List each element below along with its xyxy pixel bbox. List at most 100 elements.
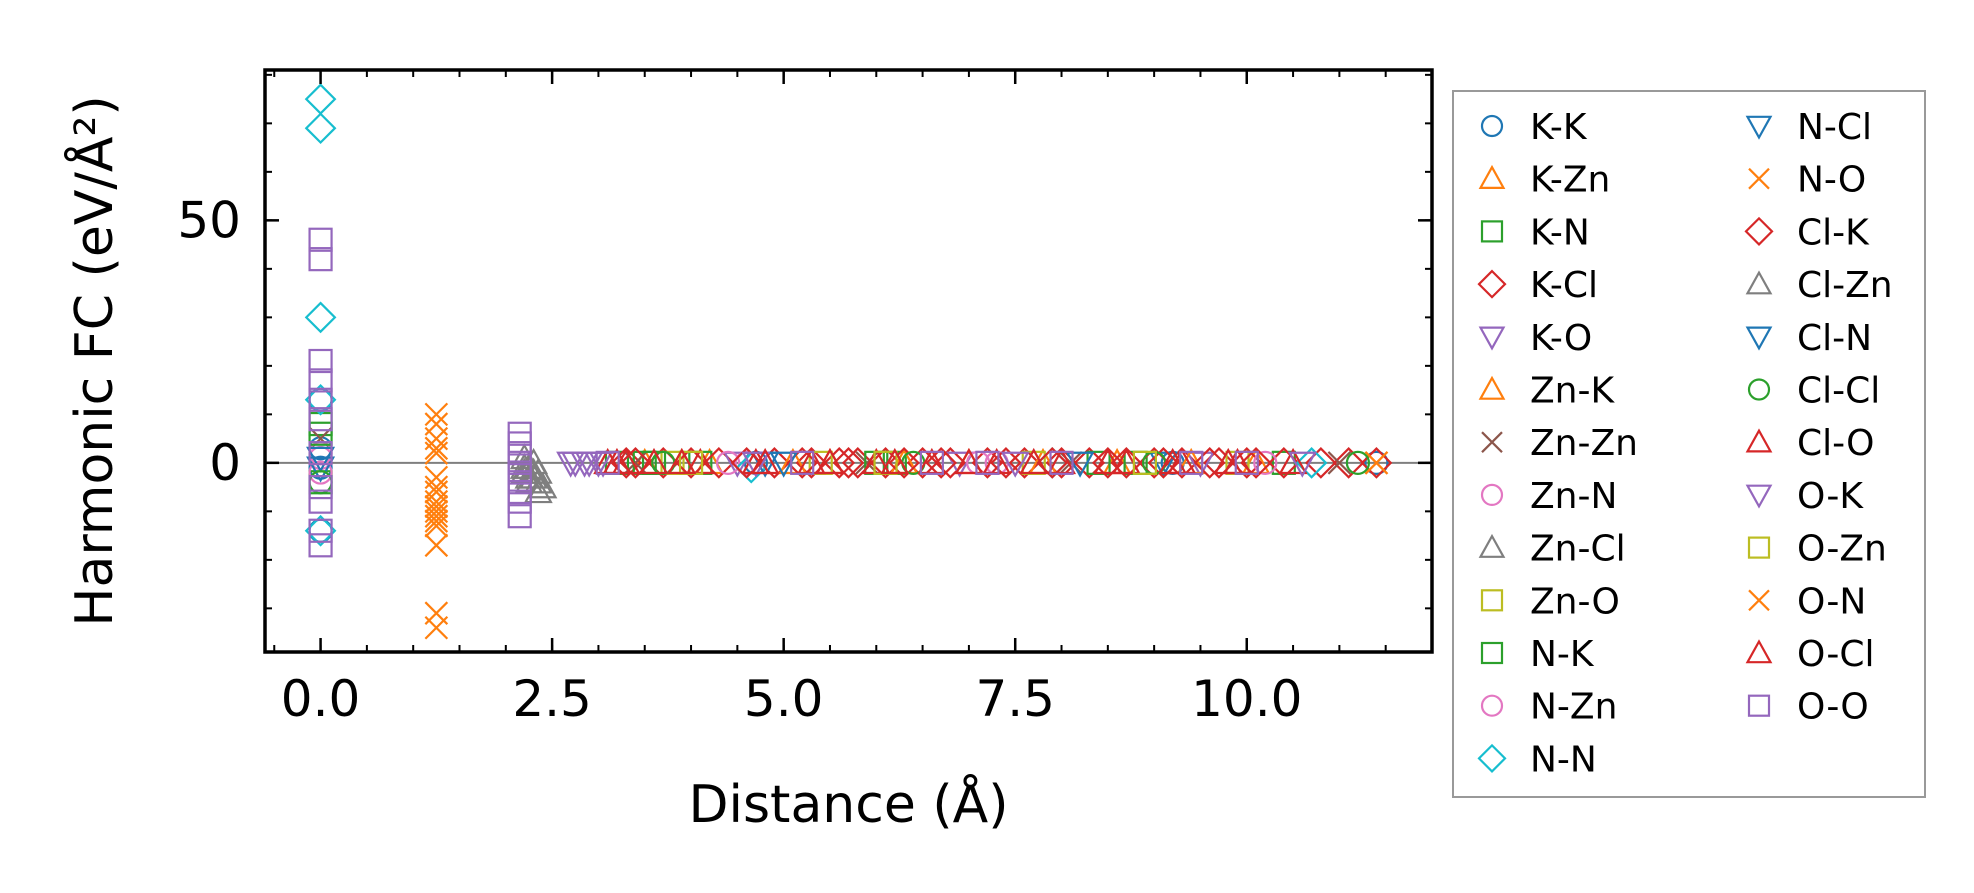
legend-item: Zn-Zn [1481,423,1638,464]
data-point [308,460,333,485]
data-point [667,447,697,475]
y-axis: 0 50 [177,73,1432,610]
data-point [1158,447,1188,475]
data-point [308,387,333,412]
data-point [523,477,553,504]
legend-marker [1478,326,1506,351]
data-point [424,436,449,461]
legend-marker [1747,378,1771,401]
x-axis-title: Distance (Å) [688,773,1008,835]
legend-label: Zn-O [1530,581,1620,622]
legend-marker [1745,115,1773,140]
data-point [815,447,845,475]
data-point [304,383,337,416]
legend-marker [1478,533,1506,558]
legend-marker [1744,216,1774,246]
data-point [741,451,771,478]
legend-item: Zn-O [1480,581,1620,622]
legend-label: Cl-Cl [1797,371,1880,412]
data-point [304,112,337,145]
data-point [1364,451,1389,475]
data-point [1000,451,1030,478]
legend-item: K-N [1480,212,1590,253]
legend-marker [1481,431,1503,453]
legend-label: Cl-N [1797,318,1872,359]
plot-area [263,68,1434,654]
data-point [1049,450,1074,475]
data-point [1091,446,1124,479]
data-point [424,509,449,533]
legend-item: Cl-Cl [1747,371,1880,412]
data-point [308,518,333,543]
data-point [925,446,957,479]
legend-label: K-Zn [1530,160,1610,201]
data-point [639,447,669,475]
data-point [306,446,336,473]
legend-marker [1745,326,1773,351]
data-point [424,533,449,558]
legend-marker [1478,375,1506,400]
data-point [1102,447,1132,475]
legend-item: O-K [1745,476,1864,517]
data-point [1036,446,1069,479]
series-cl-k [619,446,1272,479]
data-point [722,451,752,478]
data-point [880,447,910,475]
legend-marker [1747,694,1771,717]
y-tick-label: 50 [177,191,241,249]
data-point [1193,446,1226,479]
data-point [990,446,1022,479]
legend-item: N-Zn [1480,687,1617,728]
data-point [1295,446,1328,479]
data-point [560,451,590,478]
legend-item: Zn-N [1480,476,1617,517]
legend-item: Cl-K [1744,212,1870,253]
data-point [1234,450,1259,475]
legend-item: Cl-O [1745,423,1874,464]
data-point [507,489,532,514]
data-point [1327,451,1352,475]
data-point [1240,446,1272,479]
x-tick-label: 10.0 [1191,670,1302,728]
legend-label: N-Cl [1797,107,1872,148]
legend-marker [1745,639,1773,664]
legend-item: O-Cl [1745,634,1874,675]
data-point [832,446,865,479]
data-point [308,407,333,432]
data-point [595,450,620,475]
data-point [790,450,815,475]
data-point [934,446,967,479]
data-point [308,441,333,466]
data-point [306,456,336,483]
legend-label: Cl-O [1797,423,1874,464]
legend-item: Zn-K [1478,371,1615,412]
x-tick-label: 5.0 [744,670,824,728]
legend-label: Cl-K [1797,212,1870,253]
legend-marker [1747,536,1771,559]
data-point [308,227,333,252]
data-point [919,450,944,475]
data-point [308,247,333,272]
legend: K-K K-Zn K-N K-Cl K-O Zn-K Zn-Zn Zn-N Zn-Cl Zn-O N… [1452,90,1926,798]
data-point [304,514,337,547]
data-point [507,504,532,529]
series-o-n [424,441,1389,533]
legend-item: K-Cl [1477,265,1598,306]
data-point [308,489,333,514]
legend-marker [1480,114,1504,138]
legend-label: K-K [1530,107,1588,148]
data-point [841,446,874,479]
legend-marker [1480,483,1504,506]
legend-label: Zn-Cl [1530,529,1626,570]
legend-marker [1745,428,1773,453]
legend-marker [1748,167,1770,190]
data-point [304,301,337,334]
x-axis: 0.0 2.5 5.0 7.5 10.0 [273,70,1433,728]
data-point [424,514,449,538]
series-n-o [424,402,1389,640]
data-point [619,446,652,479]
legend-marker [1478,164,1506,189]
data-point [1093,447,1123,475]
data-point [795,446,828,479]
data-point [528,472,558,499]
